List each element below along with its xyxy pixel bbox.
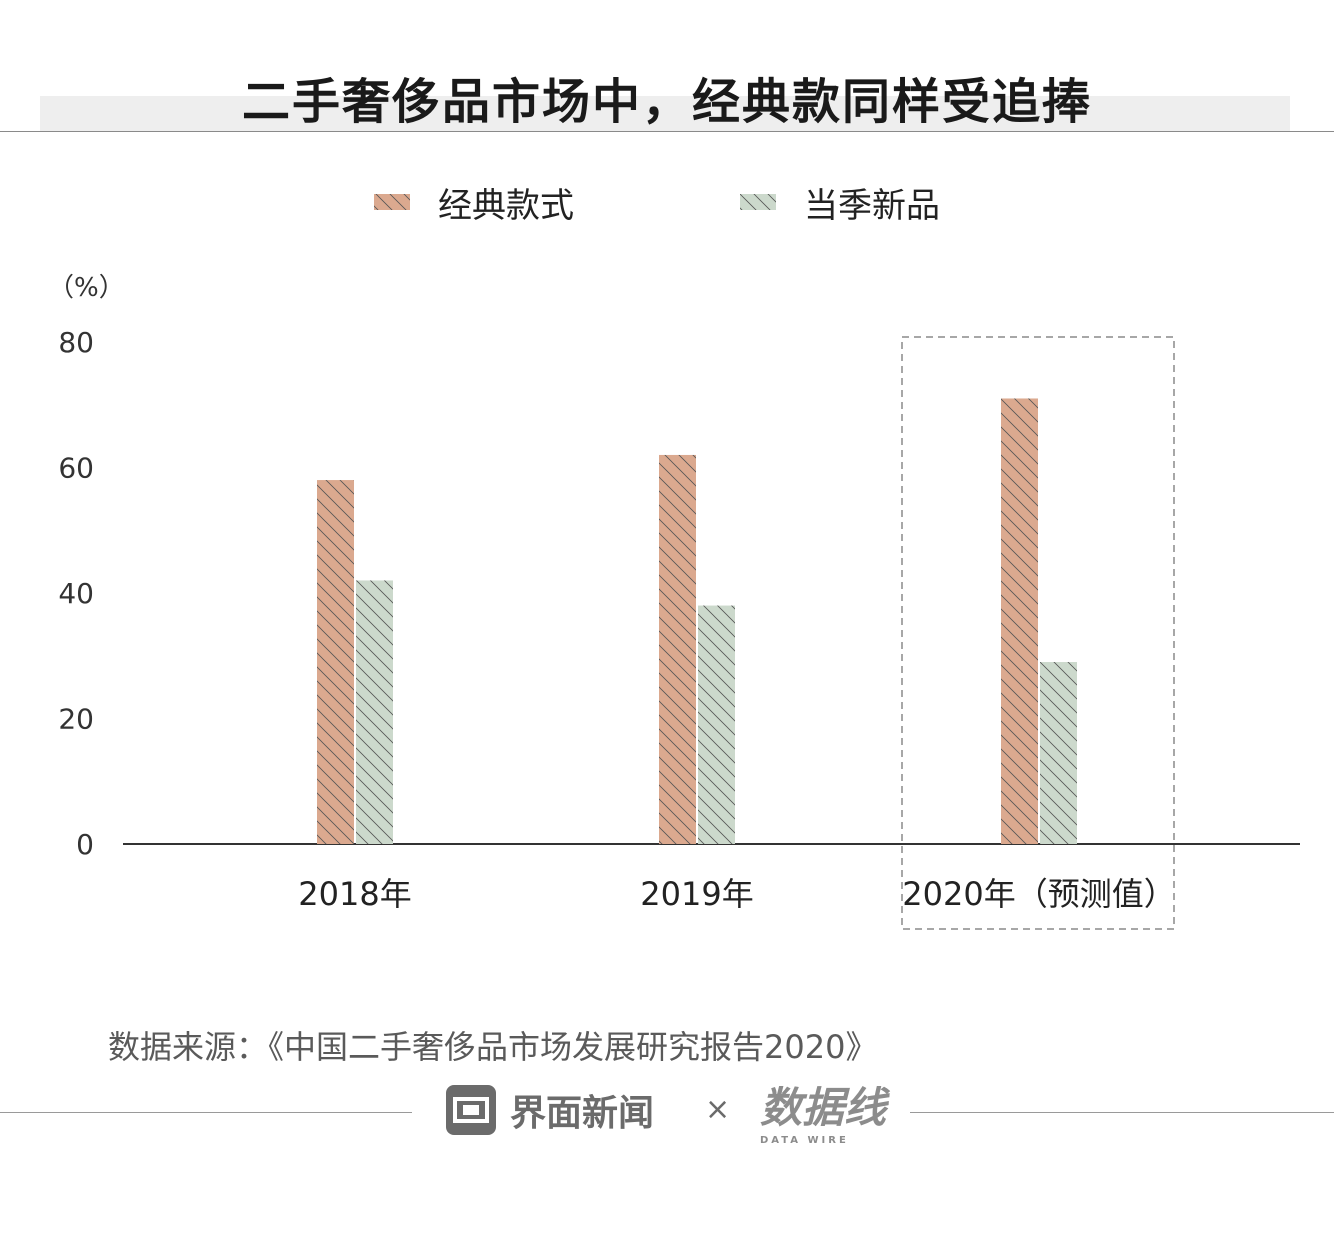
x-axis: 2018年 2019年 2020年（预测值） bbox=[298, 875, 1175, 913]
legend-swatch bbox=[740, 194, 776, 210]
y-tick-label: 60 bbox=[58, 452, 94, 485]
datawire-sub: DATA WIRE bbox=[760, 1135, 849, 1146]
legend: 经典款式 当季新品 bbox=[374, 186, 940, 226]
y-tick-label: 80 bbox=[58, 326, 94, 359]
bar-classic-1 bbox=[659, 454, 696, 844]
x-tick-label: 2018年 bbox=[298, 875, 411, 913]
y-tick-label: 20 bbox=[58, 703, 94, 736]
bar-classic-0 bbox=[317, 480, 354, 844]
jiemian-logo: 界面新闻 bbox=[446, 1084, 654, 1136]
y-unit-label: （%） bbox=[48, 273, 125, 303]
chart-title: 二手奢侈品市场中，经典款同样受追捧 bbox=[241, 74, 1092, 130]
bar-season-1 bbox=[698, 605, 735, 844]
title-rule bbox=[0, 131, 1334, 132]
forecast-highlight-box bbox=[901, 336, 1175, 930]
footer-rule-right bbox=[910, 1112, 1334, 1113]
bars bbox=[317, 336, 1175, 930]
title-band bbox=[40, 96, 1290, 132]
y-tick-label: 40 bbox=[58, 577, 94, 610]
legend-label: 当季新品 bbox=[804, 186, 940, 226]
legend-swatch bbox=[374, 194, 410, 210]
legend-label: 经典款式 bbox=[438, 186, 574, 226]
bar-season-2 bbox=[1040, 662, 1077, 844]
bar-chart: 经典款式 当季新品 （%） 0 20 40 60 80 2018年 2019年 2020年（预测… bbox=[48, 186, 1300, 930]
x-tick-label: 2020年（预测值） bbox=[902, 875, 1175, 913]
footer-rule-left bbox=[0, 1112, 412, 1113]
bar-classic-2 bbox=[1001, 398, 1038, 844]
data-source: 数据来源：《中国二手奢侈品市场发展研究报告2020》 bbox=[108, 1028, 878, 1066]
datawire-logo: 数据线 DATA WIRE bbox=[760, 1074, 890, 1154]
jiemian-icon bbox=[446, 1085, 496, 1135]
y-tick-label: 0 bbox=[76, 828, 94, 861]
brand-name: 界面新闻 bbox=[510, 1093, 655, 1134]
times-sign: × bbox=[705, 1092, 731, 1127]
datawire-name: 数据线 bbox=[760, 1083, 887, 1132]
bar-season-0 bbox=[356, 580, 393, 844]
x-tick-label: 2019年 bbox=[640, 875, 753, 913]
